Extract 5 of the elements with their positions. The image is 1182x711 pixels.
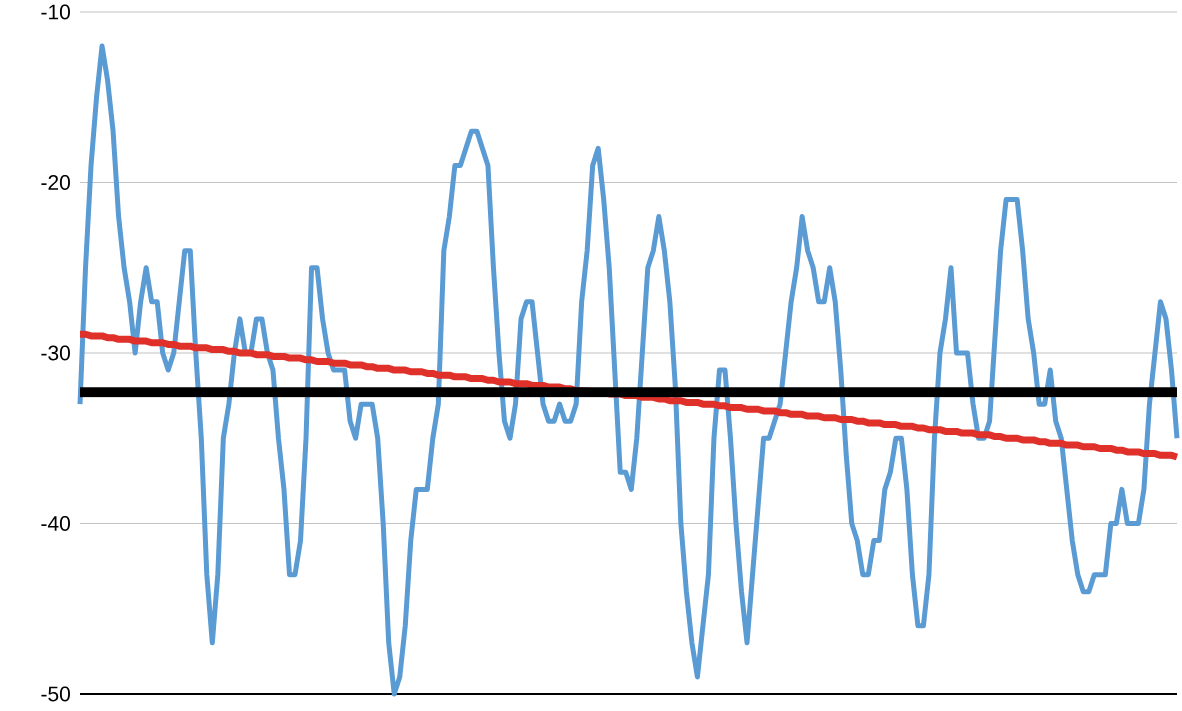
y-tick-label: -40 — [41, 516, 70, 531]
y-tick-label: -30 — [41, 345, 70, 361]
y-tick-label: -50 — [41, 686, 70, 702]
y-tick-label: -10 — [41, 4, 70, 20]
y-tick-label: -20 — [41, 175, 70, 190]
